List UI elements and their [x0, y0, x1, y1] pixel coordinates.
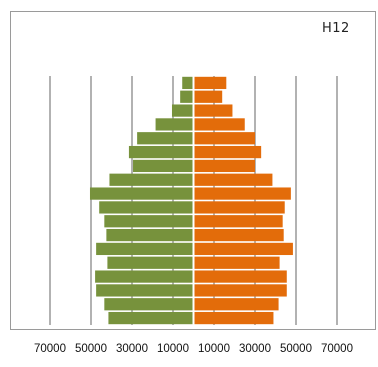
right-bar: [194, 187, 291, 200]
right-bar: [194, 104, 233, 117]
x-tick-label: 50000: [75, 343, 107, 355]
bars: [89, 76, 293, 325]
left-bar: [180, 90, 193, 103]
left-bar: [171, 104, 193, 117]
right-bar: [194, 76, 227, 90]
x-tick-label: 30000: [116, 343, 148, 355]
left-bar: [133, 159, 193, 173]
x-tick-label: 10000: [198, 343, 230, 355]
right-bar: [194, 311, 274, 325]
gridlines: [49, 76, 338, 325]
right-bar: [194, 284, 287, 297]
left-bar: [155, 118, 193, 131]
right-bar: [194, 173, 273, 186]
x-tick-label: 70000: [34, 343, 66, 355]
right-bar: [194, 118, 245, 131]
right-bar: [194, 242, 293, 256]
left-bar: [182, 76, 193, 90]
left-bar: [104, 215, 193, 228]
left-bar: [106, 228, 193, 242]
right-bar: [194, 201, 285, 214]
left-bar: [89, 187, 193, 200]
right-bar: [194, 90, 223, 103]
x-tick-label: 10000: [157, 343, 189, 355]
x-tick-label: 50000: [280, 343, 312, 355]
tick-labels: 70000 50000 30000 10000 10000 30000 50000 70000: [34, 343, 353, 355]
right-bar: [194, 159, 255, 173]
right-bar: [194, 256, 280, 269]
x-tick-label: 70000: [321, 343, 353, 355]
right-bar: [194, 215, 283, 228]
left-bar: [128, 145, 193, 159]
right-bar: [194, 270, 287, 283]
right-bar: [194, 298, 279, 311]
left-bar: [96, 242, 193, 256]
left-bar: [104, 298, 193, 311]
right-bar: [194, 132, 255, 145]
right-bar: [194, 228, 284, 242]
right-bar: [194, 145, 262, 159]
left-bar: [107, 256, 193, 269]
left-bar: [96, 284, 193, 297]
left-bar: [95, 270, 193, 283]
left-bar: [137, 132, 193, 145]
x-tick-label: 30000: [239, 343, 271, 355]
left-bar: [99, 201, 193, 214]
chart-frame: [10, 11, 376, 330]
chart-title: H12: [322, 21, 350, 36]
left-bar: [108, 311, 193, 325]
left-bar: [109, 173, 193, 186]
